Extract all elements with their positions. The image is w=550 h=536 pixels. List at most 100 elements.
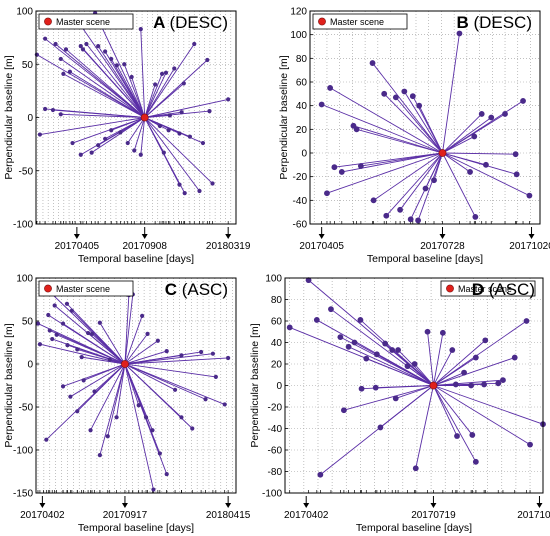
acquisition-point (89, 331, 95, 336)
acquisition-point (114, 415, 119, 420)
acquisition-point (58, 56, 63, 62)
acquisition-point (70, 140, 75, 146)
acquisition-point (114, 63, 119, 68)
baseline-link (56, 334, 126, 365)
x-tick-label: 20170405 (55, 241, 100, 252)
acquisition-point (172, 387, 178, 392)
y-axis-label: Perpendicular baseline [m] (278, 55, 290, 179)
acquisition-point (50, 336, 55, 342)
baseline-link (62, 323, 126, 365)
baseline-link (433, 382, 499, 386)
y-tick-label: -60 (293, 220, 308, 231)
legend-label: Master scene (56, 17, 110, 27)
baseline-link (124, 353, 213, 365)
acquisition-point (513, 171, 520, 178)
acquisition-point (205, 57, 210, 63)
baseline-link (76, 363, 126, 412)
master-scene-point (140, 113, 149, 122)
baseline-link (433, 357, 515, 386)
acquisition-point (43, 106, 48, 112)
acquisition-point (468, 382, 475, 389)
acquisition-point (324, 190, 330, 197)
legend: Master scene (440, 280, 536, 297)
baseline-link (144, 72, 167, 118)
baseline-link (326, 152, 443, 194)
acquisition-point (203, 397, 208, 402)
acquisition-point (125, 140, 130, 146)
y-tick-label: 20 (296, 125, 308, 136)
baseline-link (99, 322, 126, 365)
baseline-link (124, 350, 167, 365)
y-tick-label: 20 (271, 360, 283, 371)
legend-label: Master scene (458, 284, 512, 294)
x-tick-arrow-head (225, 234, 232, 239)
baseline-link (124, 340, 159, 365)
acquisition-point (35, 321, 41, 326)
x-axis-label: Temporal baseline [days] (78, 253, 194, 265)
acquisition-point (159, 71, 165, 76)
master-scene-point (429, 381, 438, 390)
x-tick-arrow-head (225, 503, 232, 508)
acquisition-point (47, 328, 52, 333)
acquisition-point (318, 101, 325, 108)
baseline-link (433, 340, 486, 386)
acquisition-point (407, 216, 414, 223)
acquisition-point (75, 347, 80, 352)
acquisition-point (109, 56, 114, 62)
acquisition-point (337, 334, 344, 341)
acquisition-point (68, 394, 73, 399)
y-tick-label: 50 (22, 60, 34, 71)
x-tick-arrow-head (39, 503, 46, 508)
acquisition-point (210, 181, 215, 186)
acquisition-point (353, 126, 360, 133)
y-axis-label: Perpendicular baseline [m] (3, 55, 15, 179)
baseline-link (81, 356, 126, 365)
baseline-link (123, 64, 146, 118)
baseline-link (124, 295, 130, 365)
acquisition-point (52, 303, 57, 308)
acquisition-point (512, 151, 519, 158)
acquisition-point (345, 343, 352, 350)
acquisition-point (145, 331, 150, 336)
baseline-link (425, 152, 443, 189)
acquisition-point (103, 49, 108, 54)
acquisition-point (200, 140, 206, 146)
acquisition-point (179, 110, 184, 115)
acquisition-point (96, 44, 101, 49)
baseline-connections (37, 285, 229, 490)
acquisition-point (54, 332, 59, 337)
baseline-link (71, 310, 126, 365)
legend-marker (44, 17, 52, 26)
baseline-link (144, 117, 200, 192)
baseline-connections (321, 33, 530, 221)
acquisition-point (69, 308, 74, 313)
baseline-link (144, 117, 204, 144)
baseline-link (99, 363, 126, 456)
x-tick-label: 20170402 (20, 510, 65, 521)
legend-marker (446, 284, 454, 293)
plot-frame (309, 10, 541, 225)
acquisition-point (377, 424, 384, 431)
x-tick-label: 20180319 (206, 241, 251, 252)
baseline-link (52, 338, 126, 365)
y-tick-label: 0 (27, 113, 33, 124)
x-tick-label: 20170402 (284, 510, 329, 521)
acquisition-point (105, 434, 110, 439)
acquisition-point (199, 349, 204, 355)
acquisition-point (483, 161, 489, 168)
baseline-link (366, 358, 434, 386)
legend-box (312, 13, 408, 30)
acquisition-point (179, 415, 184, 420)
legend-marker (318, 17, 326, 26)
acquisition-point (472, 214, 479, 220)
acquisition-point (523, 318, 530, 324)
baseline-link (144, 73, 163, 118)
acquisition-points (318, 30, 533, 224)
baseline-link (144, 59, 208, 118)
baseline-link (383, 93, 443, 154)
panel-title: B (DESC) (456, 13, 532, 32)
acquisition-point (155, 338, 160, 343)
acquisition-point (46, 312, 51, 318)
baseline-link (144, 110, 210, 118)
